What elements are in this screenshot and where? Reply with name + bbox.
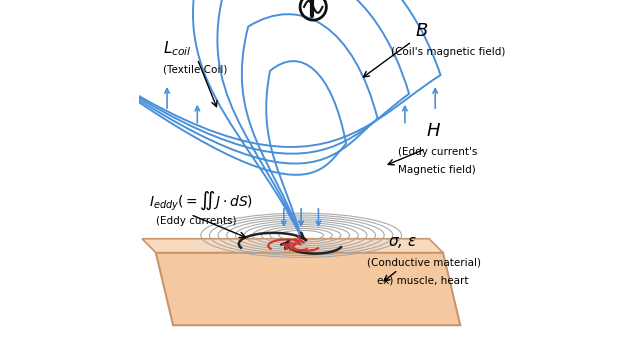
Polygon shape	[156, 253, 460, 325]
Text: ex) muscle, heart: ex) muscle, heart	[378, 275, 468, 285]
Text: (Eddy current's: (Eddy current's	[398, 147, 477, 157]
Text: (Conductive material): (Conductive material)	[367, 258, 481, 268]
Text: (Textile Coil): (Textile Coil)	[163, 64, 227, 74]
Text: (Eddy currents): (Eddy currents)	[156, 217, 236, 226]
Text: $I_{eddy}$$(= \iint J \cdot dS)$: $I_{eddy}$$(= \iint J \cdot dS)$	[149, 189, 253, 212]
Text: (Coil's magnetic field): (Coil's magnetic field)	[391, 47, 505, 57]
Text: Magnetic field): Magnetic field)	[398, 165, 476, 174]
Text: $H$: $H$	[426, 122, 440, 140]
Text: $\sigma$, $\epsilon$: $\sigma$, $\epsilon$	[388, 235, 417, 250]
Polygon shape	[142, 239, 443, 253]
Text: $B$: $B$	[416, 22, 429, 40]
Text: $L_{coil}$: $L_{coil}$	[163, 39, 191, 58]
